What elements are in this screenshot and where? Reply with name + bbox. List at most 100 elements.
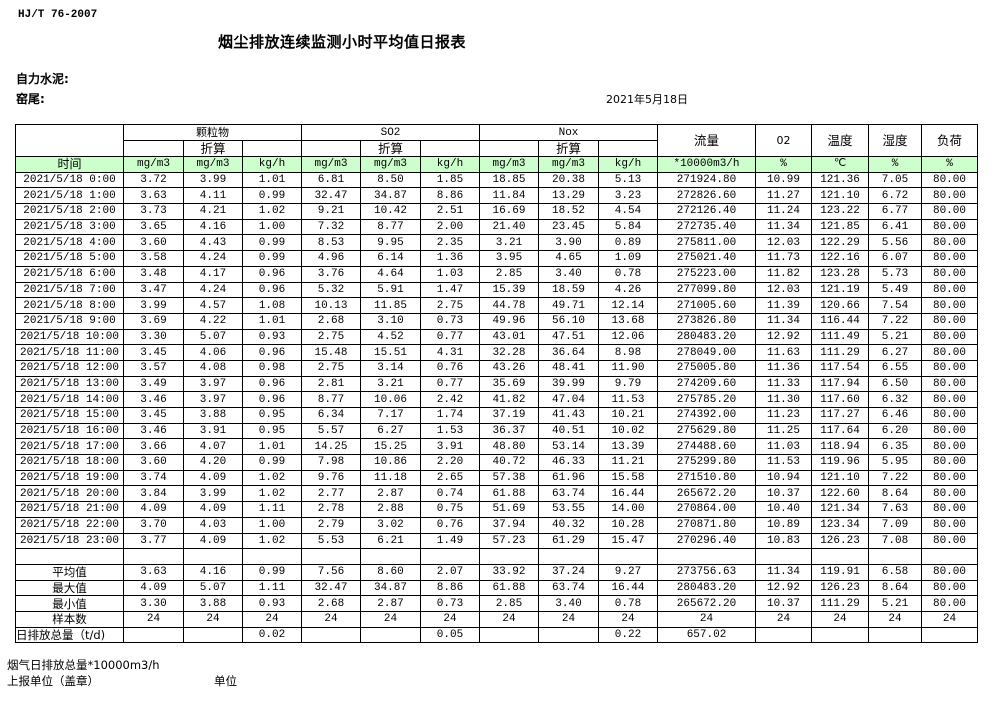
table-cell: [183, 548, 243, 565]
table-cell: 5.21: [868, 595, 922, 612]
table-cell: 56.10: [538, 312, 599, 330]
table-cell: 20.38: [538, 171, 599, 189]
table-cell: 15.51: [360, 344, 421, 361]
row-label: 2021/5/18 2:00: [15, 203, 124, 220]
table-cell: 11.34: [755, 563, 812, 581]
table-cell: 1.02: [242, 532, 302, 550]
table-cell: 1.02: [242, 469, 302, 487]
header-temp: 温度: [811, 124, 869, 157]
row-label: 2021/5/18 20:00: [15, 485, 124, 503]
row-label: 2021/5/18 19:00: [15, 469, 124, 487]
table-cell: 80.00: [921, 438, 978, 456]
table-cell: 117.94: [811, 375, 869, 393]
table-cell: 40.51: [538, 422, 599, 440]
table-cell: 3.63: [123, 187, 184, 205]
table-cell: 275785.20: [657, 391, 756, 408]
table-cell: 4.20: [183, 454, 243, 471]
table-cell: 35.69: [479, 375, 539, 393]
table-row: 2021/5/18 14:00 3.46 3.97 0.96 8.77 10.06 2.42…: [15, 391, 978, 408]
table-cell: 0.77: [420, 328, 480, 346]
table-row: 2021/5/18 20:00 3.84 3.99 1.02 2.77 2.87 0.74 6…: [15, 485, 978, 503]
table-cell: 4.24: [183, 250, 243, 267]
table-cell: 7.98: [301, 454, 361, 471]
table-cell: 121.34: [811, 501, 869, 518]
table-cell: 120.66: [811, 297, 869, 314]
table-cell: 47.51: [538, 328, 599, 346]
table-cell: 4.08: [183, 359, 243, 377]
table-cell: 48.80: [479, 438, 539, 456]
table-cell: 6.41: [868, 218, 922, 236]
table-cell: 4.03: [183, 516, 243, 534]
table-cell: 4.57: [183, 297, 243, 314]
table-cell: 18.59: [538, 281, 599, 299]
row-label: 2021/5/18 0:00: [15, 171, 124, 189]
table-cell: 272126.40: [657, 203, 756, 220]
table-cell: 4.31: [420, 344, 480, 361]
table-cell: 3.66: [123, 438, 184, 456]
table-cell: 11.03: [755, 438, 812, 456]
table-cell: 18.52: [538, 203, 599, 220]
table-cell: 16.69: [479, 203, 539, 220]
table-cell: 280483.20: [657, 328, 756, 346]
table-cell: 111.49: [811, 328, 869, 346]
header-particulate-converted: 折算: [183, 140, 243, 157]
table-cell: 80.00: [921, 454, 978, 471]
table-cell: 4.09: [123, 501, 184, 518]
table-cell: 117.27: [811, 407, 869, 424]
table-cell: 0.76: [420, 516, 480, 534]
table-cell: 126.23: [811, 532, 869, 550]
table-cell: 116.44: [811, 312, 869, 330]
table-cell: 6.55: [868, 359, 922, 377]
table-cell: 14.25: [301, 438, 361, 456]
table-cell: 5.07: [183, 579, 243, 597]
table-cell: 117.64: [811, 422, 869, 440]
table-cell: %: [868, 156, 922, 173]
table-cell: 2.79: [301, 516, 361, 534]
table-cell: 272826.60: [657, 187, 756, 205]
table-cell: 36.64: [538, 344, 599, 361]
table-cell: 10.83: [755, 532, 812, 550]
table-cell: [479, 548, 539, 565]
table-row: 2021/5/18 7:00 3.47 4.24 0.96 5.32 5.91 1.47 15…: [15, 281, 978, 299]
table-cell: 32.47: [301, 187, 361, 205]
table-cell: 121.19: [811, 281, 869, 299]
table-row: 2021/5/18 22:00 3.70 4.03 1.00 2.79 3.02 0.76 3…: [15, 516, 978, 534]
table-cell: 1.53: [420, 422, 480, 440]
table-cell: 80.00: [921, 422, 978, 440]
table-cell: 11.18: [360, 469, 421, 487]
table-cell: 80.00: [921, 250, 978, 267]
table-cell: 8.86: [420, 579, 480, 597]
table-cell: 1.01: [242, 171, 302, 189]
row-label: 2021/5/18 1:00: [15, 187, 124, 205]
table-cell: [921, 626, 978, 644]
table-cell: 10.02: [598, 422, 658, 440]
table-cell: 40.32: [538, 516, 599, 534]
table-cell: 80.00: [921, 218, 978, 236]
table-cell: 3.95: [479, 250, 539, 267]
header-cell-blank: [598, 140, 658, 157]
table-cell: 80.00: [921, 312, 978, 330]
header-blank: [15, 124, 124, 157]
table-cell: 1.11: [242, 579, 302, 597]
table-cell: [420, 548, 480, 565]
table-cell: 5.32: [301, 281, 361, 299]
table-cell: 13.39: [598, 438, 658, 456]
table-cell: 80.00: [921, 469, 978, 487]
row-label: 样本数: [15, 610, 124, 628]
table-cell: 0.96: [242, 281, 302, 299]
table-row: 2021/5/18 9:00 3.69 4.22 1.01 2.68 3.10 0.73 49…: [15, 312, 978, 330]
table-cell: 9.95: [360, 234, 421, 252]
table-cell: 5.53: [301, 532, 361, 550]
table-cell: 80.00: [921, 595, 978, 612]
table-cell: 0.96: [242, 344, 302, 361]
table-cell: 3.57: [123, 359, 184, 377]
table-cell: 3.90: [538, 234, 599, 252]
table-cell: 24: [420, 610, 480, 628]
table-cell: 12.03: [755, 234, 812, 252]
table-cell: 15.58: [598, 469, 658, 487]
table-cell: 12.14: [598, 297, 658, 314]
table-cell: 16.44: [598, 579, 658, 597]
report-table: 颗粒物 SO2 Nox 流量 02 温度 湿度 负荷 折算 折算 折算 时间 mg…: [15, 124, 978, 644]
table-cell: 80.00: [921, 532, 978, 550]
table-cell: 5.07: [183, 328, 243, 346]
